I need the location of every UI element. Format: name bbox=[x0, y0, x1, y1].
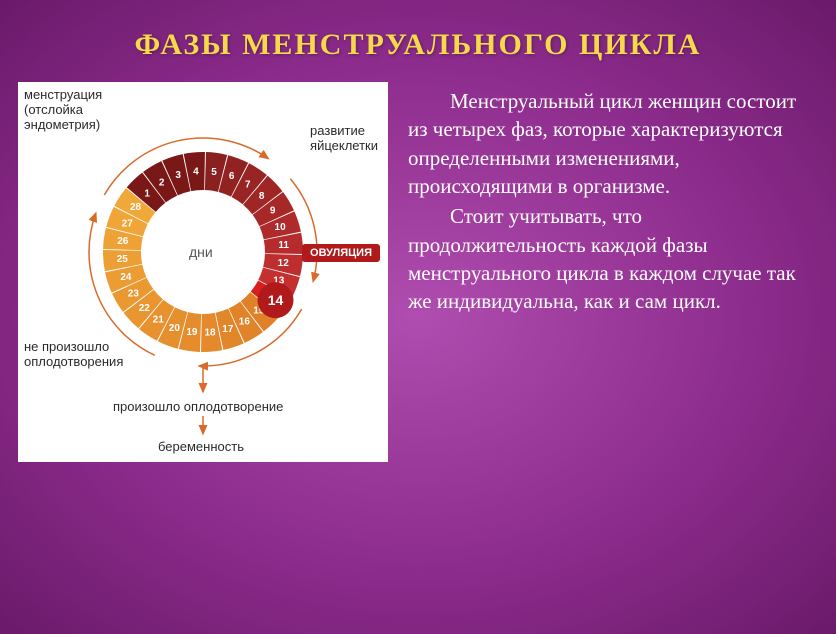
day-number: 17 bbox=[222, 324, 234, 335]
day-number: 28 bbox=[130, 202, 142, 213]
day-number: 8 bbox=[259, 191, 265, 202]
day-number: 11 bbox=[278, 240, 289, 251]
label-fertilization: произошло оплодотворение bbox=[113, 400, 283, 415]
day-number: 4 bbox=[193, 166, 199, 177]
day-number: 20 bbox=[169, 323, 181, 334]
body-text: Менструальный цикл женщин состоит из чет… bbox=[408, 82, 806, 462]
day-number: 6 bbox=[229, 171, 235, 182]
day-number: 24 bbox=[120, 272, 132, 283]
day-number: 1 bbox=[144, 188, 150, 199]
ovulation-day-number: 14 bbox=[268, 292, 284, 308]
label-ovulation: ОВУЛЯЦИЯ bbox=[302, 244, 380, 262]
day-number: 18 bbox=[204, 328, 216, 339]
content-row: 1234567891011121315161718192021222324252… bbox=[0, 62, 836, 462]
day-number: 25 bbox=[117, 254, 129, 265]
day-number: 5 bbox=[211, 167, 217, 178]
day-number: 26 bbox=[117, 236, 129, 247]
page-title: ФАЗЫ МЕНСТРУАЛЬНОГО ЦИКЛА bbox=[0, 0, 836, 62]
day-number: 23 bbox=[128, 288, 140, 299]
day-number: 3 bbox=[175, 170, 181, 181]
day-number: 2 bbox=[159, 177, 165, 188]
day-number: 9 bbox=[270, 206, 276, 217]
label-no-fertilization: не произошло оплодотворения bbox=[24, 340, 123, 370]
day-number: 7 bbox=[245, 180, 251, 191]
label-pregnancy: беременность bbox=[158, 440, 244, 455]
paragraph-1: Менструальный цикл женщин состоит из чет… bbox=[408, 87, 806, 200]
day-number: 27 bbox=[122, 218, 134, 229]
day-number: 21 bbox=[153, 314, 165, 325]
day-number: 19 bbox=[186, 327, 198, 338]
day-number: 22 bbox=[139, 303, 151, 314]
center-days-label: дни bbox=[189, 244, 213, 260]
day-number: 12 bbox=[278, 258, 290, 269]
cycle-diagram: 1234567891011121315161718192021222324252… bbox=[18, 82, 388, 462]
label-egg-development: развитие яйцеклетки bbox=[310, 124, 378, 154]
label-menstruation: менструация (отслойка эндометрия) bbox=[24, 88, 102, 133]
day-number: 16 bbox=[239, 317, 251, 328]
day-number: 10 bbox=[275, 222, 287, 233]
paragraph-2: Стоит учитывать, что продолжительность к… bbox=[408, 202, 806, 315]
